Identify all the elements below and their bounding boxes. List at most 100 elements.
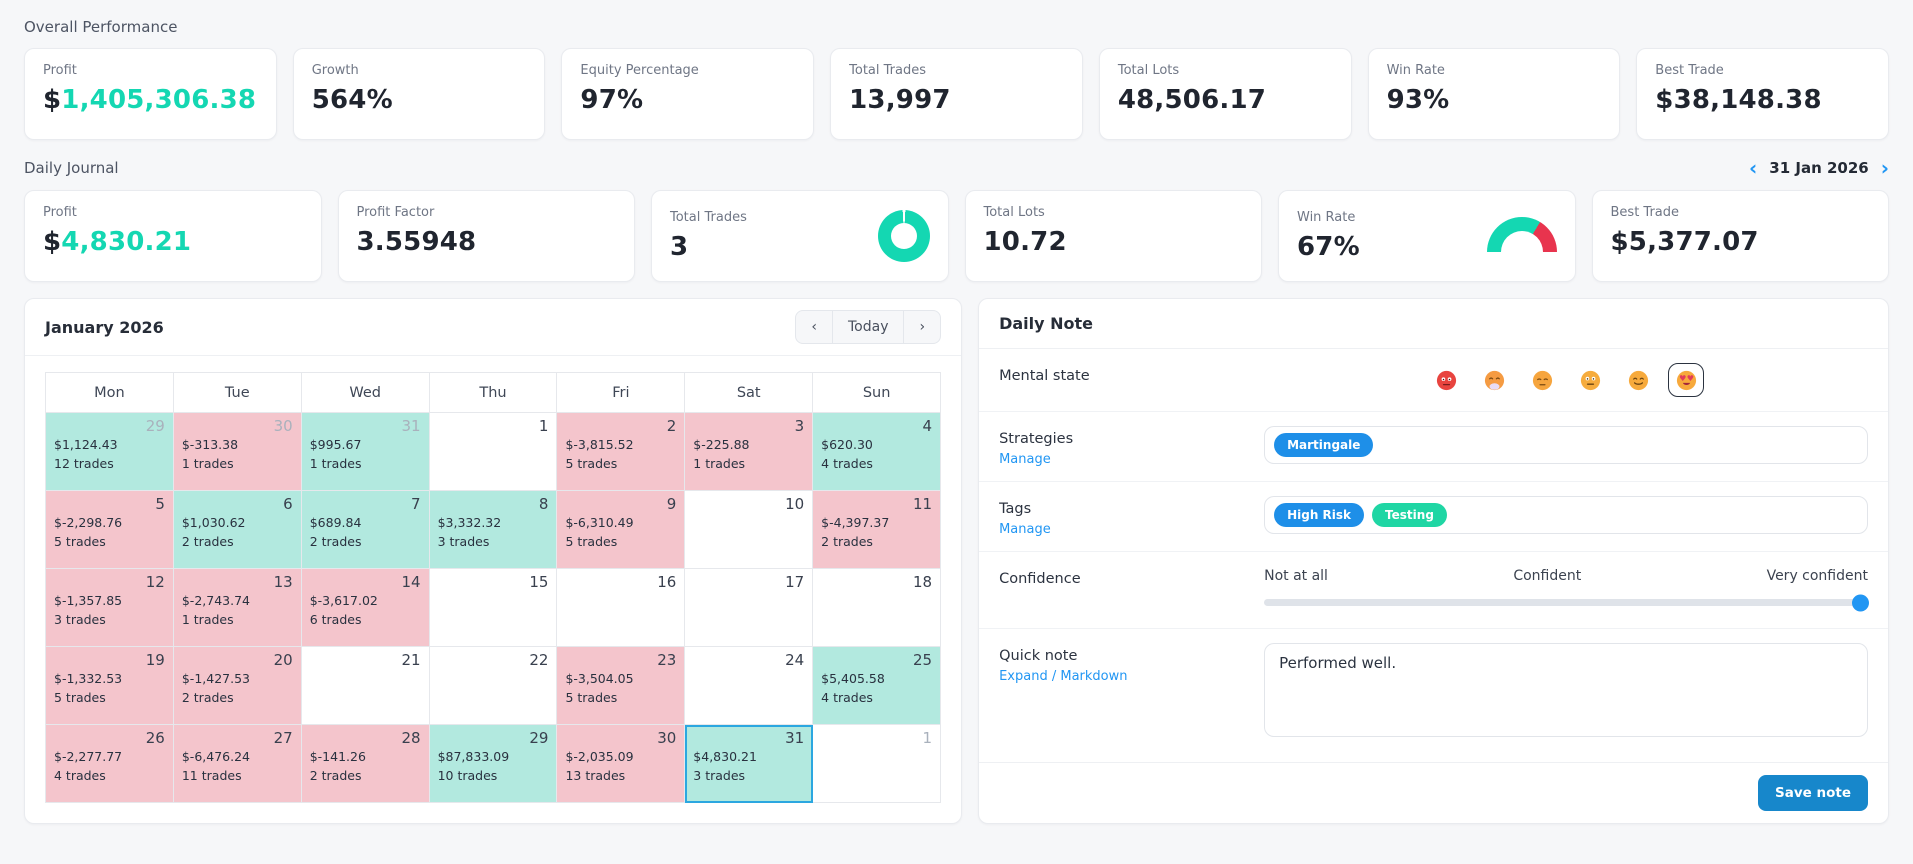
stat-card-label: Growth <box>311 63 359 78</box>
strategies-input[interactable]: Martingale <box>1264 426 1868 464</box>
stat-card: Win Rate 67% <box>1278 190 1576 282</box>
day-number: 22 <box>529 651 549 669</box>
calendar-day[interactable]: 22 <box>428 646 558 725</box>
calendar-day[interactable]: 7 $689.84 2 trades <box>300 490 430 569</box>
calendar-day[interactable]: 30 $-313.38 1 trades <box>172 412 302 491</box>
calendar-day[interactable]: 30 $-2,035.09 13 trades <box>556 724 686 803</box>
stat-card: Profit Factor 3.55948 <box>337 190 635 282</box>
tags-manage-link[interactable]: Manage <box>999 522 1051 537</box>
angry-emoji[interactable] <box>1428 363 1464 397</box>
day-number: 20 <box>273 651 293 669</box>
calendar-day[interactable]: 2 $-3,815.52 5 trades <box>556 412 686 491</box>
heart-eyes-emoji[interactable]: ♥ ♥ <box>1668 363 1705 397</box>
calendar-day[interactable]: 13 $-2,743.74 1 trades <box>172 568 302 647</box>
calendar-day[interactable]: 27 $-6,476.24 11 trades <box>172 724 302 803</box>
pensive-emoji[interactable] <box>1524 363 1560 397</box>
calendar-day[interactable]: 25 $5,405.58 4 trades <box>812 646 942 725</box>
stat-card-label: Win Rate <box>1297 210 1356 225</box>
calendar-prev-button[interactable]: ‹ <box>811 319 817 335</box>
calendar-day[interactable]: 6 $1,030.62 2 trades <box>172 490 302 569</box>
stat-card-value: 13,997 <box>849 85 951 115</box>
chip-high-risk[interactable]: High Risk <box>1274 503 1365 527</box>
save-note-button[interactable]: Save note <box>1758 775 1868 811</box>
strategies-label: Strategies <box>999 431 1074 447</box>
calendar-day[interactable]: 23 $-3,504.05 5 trades <box>556 646 686 725</box>
day-profit: $-141.26 <box>309 749 366 764</box>
stat-card: Total Trades 13,997 <box>830 48 1083 140</box>
exhaling-emoji[interactable] <box>1476 363 1512 397</box>
strategies-row: Strategies Manage Martingale <box>979 412 1888 482</box>
main-area: January 2026 ‹ Today › Mon Tue Wed Thu Fri Sa… <box>24 298 1889 824</box>
calendar-day[interactable]: 11 $-4,397.37 2 trades <box>812 490 942 569</box>
calendar-day[interactable]: 1 <box>812 724 942 803</box>
tags-label: Tags <box>999 501 1032 517</box>
day-profit: $-4,397.37 <box>821 515 890 530</box>
calendar-day[interactable]: 15 <box>428 568 558 647</box>
day-trades: 10 trades <box>437 768 498 783</box>
calendar-day[interactable]: 29 $87,833.09 10 trades <box>428 724 558 803</box>
day-number: 10 <box>785 495 805 513</box>
day-trades: 13 trades <box>565 768 626 783</box>
calendar-day[interactable]: 31 $4,830.21 3 trades <box>684 724 814 803</box>
expand-markdown-link[interactable]: Expand / Markdown <box>999 669 1128 684</box>
day-profit: $87,833.09 <box>437 749 510 764</box>
calendar-day[interactable]: 21 <box>300 646 430 725</box>
calendar-day[interactable]: 1 <box>428 412 558 491</box>
chevron-left-icon[interactable]: ‹ <box>1749 156 1758 180</box>
calendar-day[interactable]: 28 $-141.26 2 trades <box>300 724 430 803</box>
calendar-day[interactable]: 17 <box>684 568 814 647</box>
weekday-header: Sat <box>684 372 814 413</box>
tags-row: Tags Manage High Risk Testing <box>979 482 1888 552</box>
overall-performance-title: Overall Performance <box>24 18 178 36</box>
calendar-day[interactable]: 19 $-1,332.53 5 trades <box>45 646 174 725</box>
calendar-day[interactable]: 26 $-2,277.77 4 trades <box>45 724 174 803</box>
chip-martingale[interactable]: Martingale <box>1274 433 1374 457</box>
calendar-day[interactable]: 10 <box>684 490 814 569</box>
day-trades: 2 trades <box>181 534 234 549</box>
today-button[interactable]: Today <box>831 311 904 343</box>
confidence-slider[interactable] <box>1264 594 1869 611</box>
calendar-day[interactable]: 3 $-225.88 1 trades <box>684 412 814 491</box>
calendar-day[interactable]: 8 $3,332.32 3 trades <box>428 490 558 569</box>
strategies-manage-link[interactable]: Manage <box>999 452 1051 467</box>
day-number: 11 <box>913 495 933 513</box>
quick-note-label: Quick note <box>999 648 1078 664</box>
calendar-week-row: 29 $1,124.43 12 trades 30 $-313.38 1 trades 31… <box>45 412 942 491</box>
stat-card: Growth 564% <box>292 48 546 140</box>
calendar-day[interactable]: 14 $-3,617.02 6 trades <box>300 568 430 647</box>
chevron-right-icon[interactable]: › <box>1880 156 1889 180</box>
calendar-day[interactable]: 16 <box>556 568 686 647</box>
calendar-day[interactable]: 5 $-2,298.76 5 trades <box>45 490 174 569</box>
calendar-day[interactable]: 24 <box>684 646 814 725</box>
weekday-header: Fri <box>556 372 686 413</box>
stat-card: Profit $4,830.21 <box>24 190 322 282</box>
gauge-chart-icon <box>1486 217 1557 255</box>
calendar-week-row: 12 $-1,357.85 3 trades 13 $-2,743.74 1 trades… <box>45 568 942 647</box>
daily-note-title: Daily Note <box>979 299 1888 349</box>
neutral-emoji[interactable] <box>1572 363 1608 397</box>
calendar-day[interactable]: 31 $995.67 1 trades <box>300 412 430 491</box>
calendar-day[interactable]: 18 <box>812 568 942 647</box>
day-profit: $-6,310.49 <box>565 515 634 530</box>
weekday-header-row: Mon Tue Wed Thu Fri Sat Sun <box>45 372 942 413</box>
calendar-day[interactable]: 20 $-1,427.53 2 trades <box>172 646 302 725</box>
stat-card-label: Total Trades <box>670 210 747 225</box>
quick-note-textarea[interactable]: Performed well. <box>1264 643 1868 737</box>
smiling-emoji[interactable] <box>1620 363 1656 397</box>
confidence-slider-thumb[interactable] <box>1852 594 1869 611</box>
calendar-day[interactable]: 12 $-1,357.85 3 trades <box>45 568 174 647</box>
day-trades: 5 trades <box>565 690 618 705</box>
stat-card: Total Lots 10.72 <box>964 190 1262 282</box>
chip-testing[interactable]: Testing <box>1372 503 1447 527</box>
tags-input[interactable]: High Risk Testing <box>1264 496 1868 534</box>
day-trades: 2 trades <box>309 534 362 549</box>
day-number: 30 <box>657 729 677 747</box>
calendar-day[interactable]: 4 $620.30 4 trades <box>812 412 942 491</box>
stat-card-info: Profit Factor 3.55948 <box>357 205 617 257</box>
stat-card-value: 10.72 <box>983 227 1067 257</box>
calendar-next-button[interactable]: › <box>903 311 940 343</box>
stat-card-label: Equity Percentage <box>580 63 699 78</box>
day-trades: 2 trades <box>821 534 873 549</box>
calendar-day[interactable]: 9 $-6,310.49 5 trades <box>556 490 686 569</box>
calendar-day[interactable]: 29 $1,124.43 12 trades <box>45 412 174 491</box>
